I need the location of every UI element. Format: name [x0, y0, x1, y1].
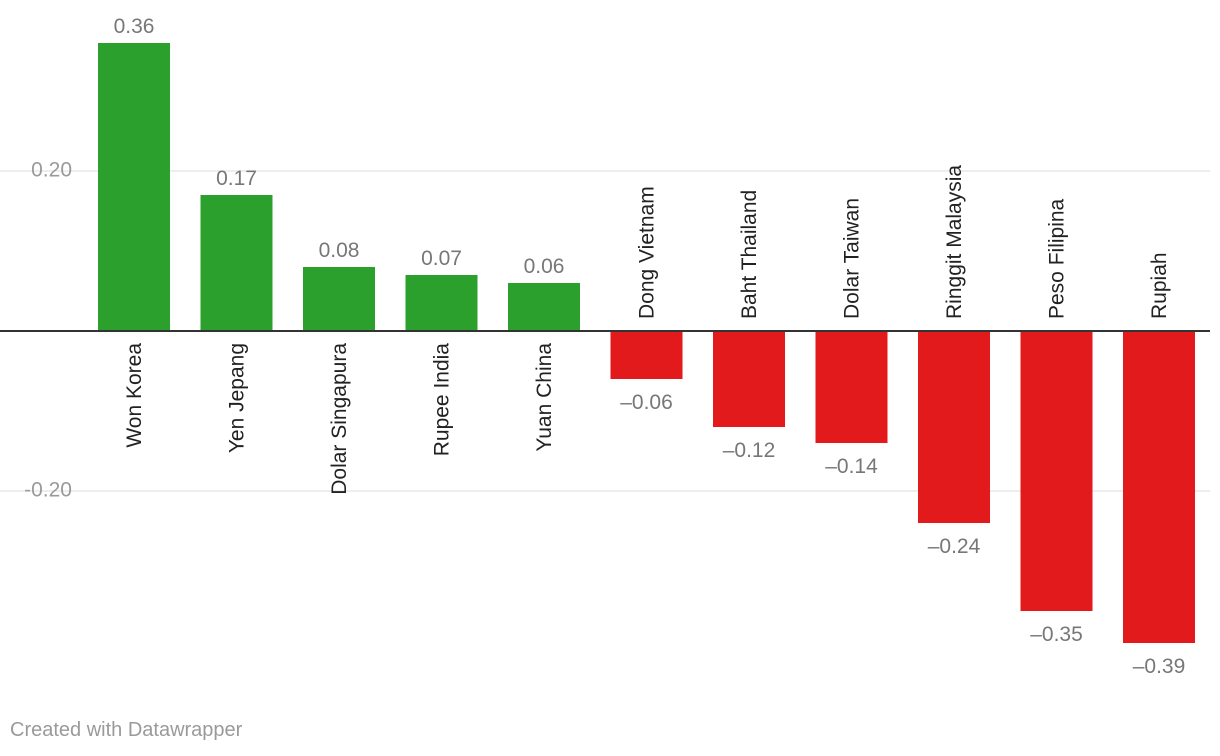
category-label: Ringgit Malaysia	[943, 165, 966, 319]
bar	[610, 331, 683, 379]
data-label: –0.14	[825, 455, 878, 478]
data-label: 0.36	[114, 15, 155, 38]
bar	[508, 283, 580, 331]
data-label: –0.24	[928, 535, 981, 558]
data-label: –0.06	[620, 391, 673, 414]
data-label: 0.08	[319, 239, 360, 262]
category-label: Peso Filipina	[1046, 198, 1069, 319]
data-label: –0.12	[723, 439, 776, 462]
data-label: 0.07	[421, 247, 462, 270]
bar	[815, 331, 888, 443]
bar	[713, 331, 785, 427]
bar	[200, 195, 273, 331]
bar	[1123, 331, 1195, 643]
category-label: Yuan China	[533, 343, 556, 452]
category-label: Rupee India	[431, 343, 454, 457]
data-label: –0.35	[1030, 623, 1083, 646]
bar	[98, 43, 170, 331]
category-label: Dolar Singapura	[328, 343, 351, 495]
data-label: 0.17	[216, 167, 257, 190]
category-label: Dong Vietnam	[636, 186, 659, 319]
category-label: Rupiah	[1148, 252, 1171, 319]
data-label: –0.39	[1133, 655, 1186, 678]
data-label: 0.06	[524, 255, 565, 278]
y-tick-label: 0.20	[31, 159, 72, 182]
category-label: Baht Thailand	[738, 190, 761, 319]
bar	[918, 331, 990, 523]
credit-line: Created with Datawrapper	[10, 719, 243, 741]
bar	[405, 275, 478, 331]
category-label: Dolar Taiwan	[841, 198, 864, 319]
category-label: Yen Jepang	[226, 343, 249, 453]
category-label: Won Korea	[123, 343, 146, 448]
bar	[303, 267, 375, 331]
bar	[1020, 331, 1093, 611]
y-tick-label: -0.20	[24, 479, 72, 502]
